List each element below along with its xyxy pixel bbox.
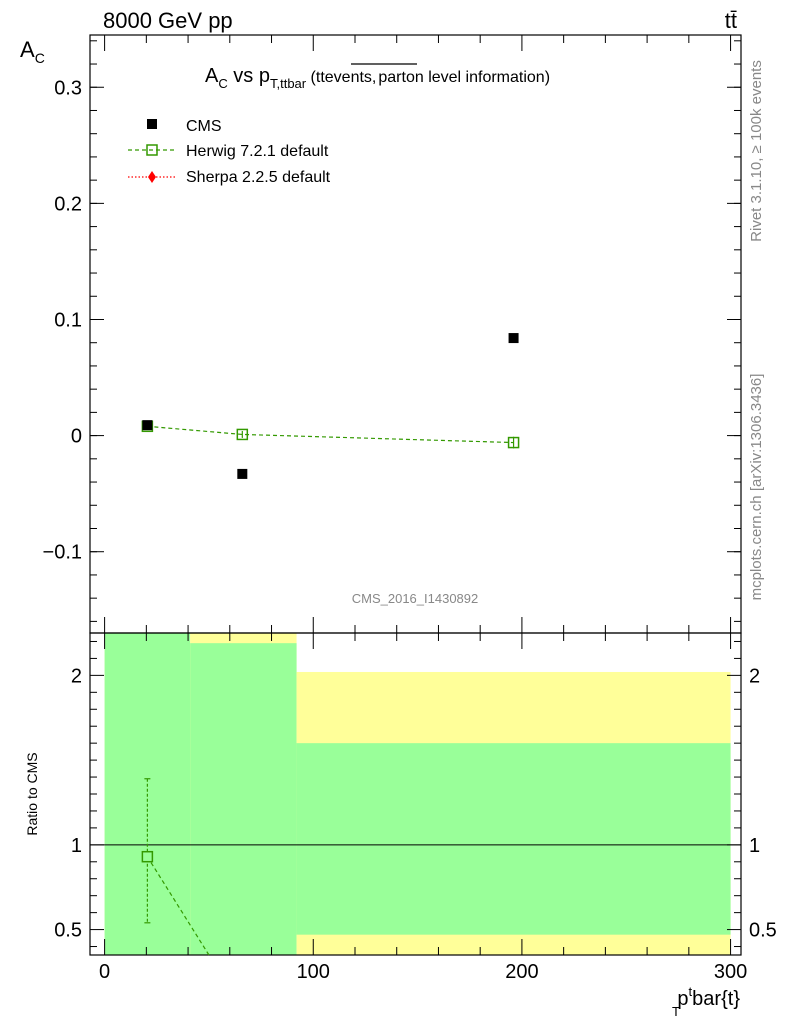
ratio-ytick-label: 1: [71, 835, 82, 857]
main-ytick-label: 0.2: [54, 193, 82, 215]
legend: CMS Herwig 7.2.1 default Sherpa 2.2.5 de…: [128, 118, 331, 186]
legend-sherpa-label: Sherpa 2.2.5 default: [186, 169, 331, 186]
mcplots-text: mcplots.cern.ch [arXiv:1306.3436]: [748, 374, 765, 601]
x-axis-label: ptbar{t}: [677, 984, 740, 1010]
ratio-ylabel: Ratio to CMS: [24, 752, 40, 835]
herwig-line: [147, 425, 514, 444]
herwig-point: [507, 436, 520, 449]
legend-cms-label: CMS: [186, 118, 222, 135]
xtick-label: 200: [505, 961, 538, 983]
cms-point: [142, 420, 153, 431]
legend-herwig-label: Herwig 7.2.1 default: [186, 143, 329, 160]
herwig-point: [236, 428, 249, 441]
ratio-ytick-label-right: 2: [749, 665, 760, 687]
legend-herwig-marker: [146, 144, 158, 156]
herwig-ratio-point: [141, 850, 154, 863]
ratio-ytick-label: 2: [71, 665, 82, 687]
analysis-watermark: CMS_2016_I1430892: [352, 591, 479, 606]
main-ytick-label: −0.1: [43, 542, 82, 564]
main-ytick-label: 0: [71, 426, 82, 448]
ratio-band-inner-2: [296, 743, 731, 935]
xtick-label: 300: [714, 961, 747, 983]
header-right: tt̄: [725, 8, 737, 33]
herwig-ratio-line: [146, 856, 210, 956]
header-left: 8000 GeV pp: [103, 8, 233, 33]
xtick-label: 100: [297, 961, 330, 983]
xtick-label: 0: [99, 961, 110, 983]
ratio-band-inner-1: [190, 643, 297, 955]
ratio-ytick-label: 0.5: [54, 920, 82, 942]
ratio-ytick-label-right: 0.5: [749, 920, 777, 942]
main-ytick-label: 0.1: [54, 309, 82, 331]
legend-cms-marker: [147, 119, 157, 129]
cms-point: [508, 333, 519, 344]
main-ytick-label: 0.3: [54, 77, 82, 99]
x-axis-label-sub: T: [672, 1004, 680, 1019]
plot-title: AC vs pT,ttbar (ttevents, parton level in…: [205, 65, 550, 91]
rivet-text: Rivet 3.1.10, ≥ 100k events: [748, 60, 765, 242]
main-ylabel: AC: [20, 37, 45, 66]
ratio-ytick-label-right: 1: [749, 835, 760, 857]
cms-point: [237, 468, 248, 479]
legend-sherpa-marker: [148, 171, 156, 183]
